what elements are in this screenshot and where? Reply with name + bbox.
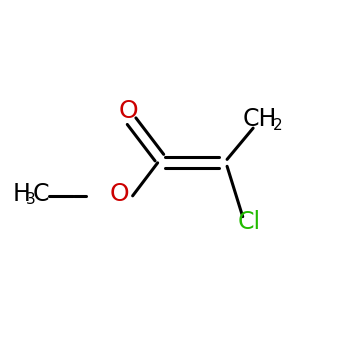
Text: H: H bbox=[13, 182, 30, 206]
Text: 2: 2 bbox=[273, 118, 282, 133]
Text: CH: CH bbox=[243, 107, 277, 132]
Text: 3: 3 bbox=[26, 193, 36, 208]
Text: O: O bbox=[110, 182, 129, 206]
Text: Cl: Cl bbox=[238, 210, 261, 234]
Text: C: C bbox=[32, 182, 49, 206]
Text: O: O bbox=[118, 99, 138, 123]
